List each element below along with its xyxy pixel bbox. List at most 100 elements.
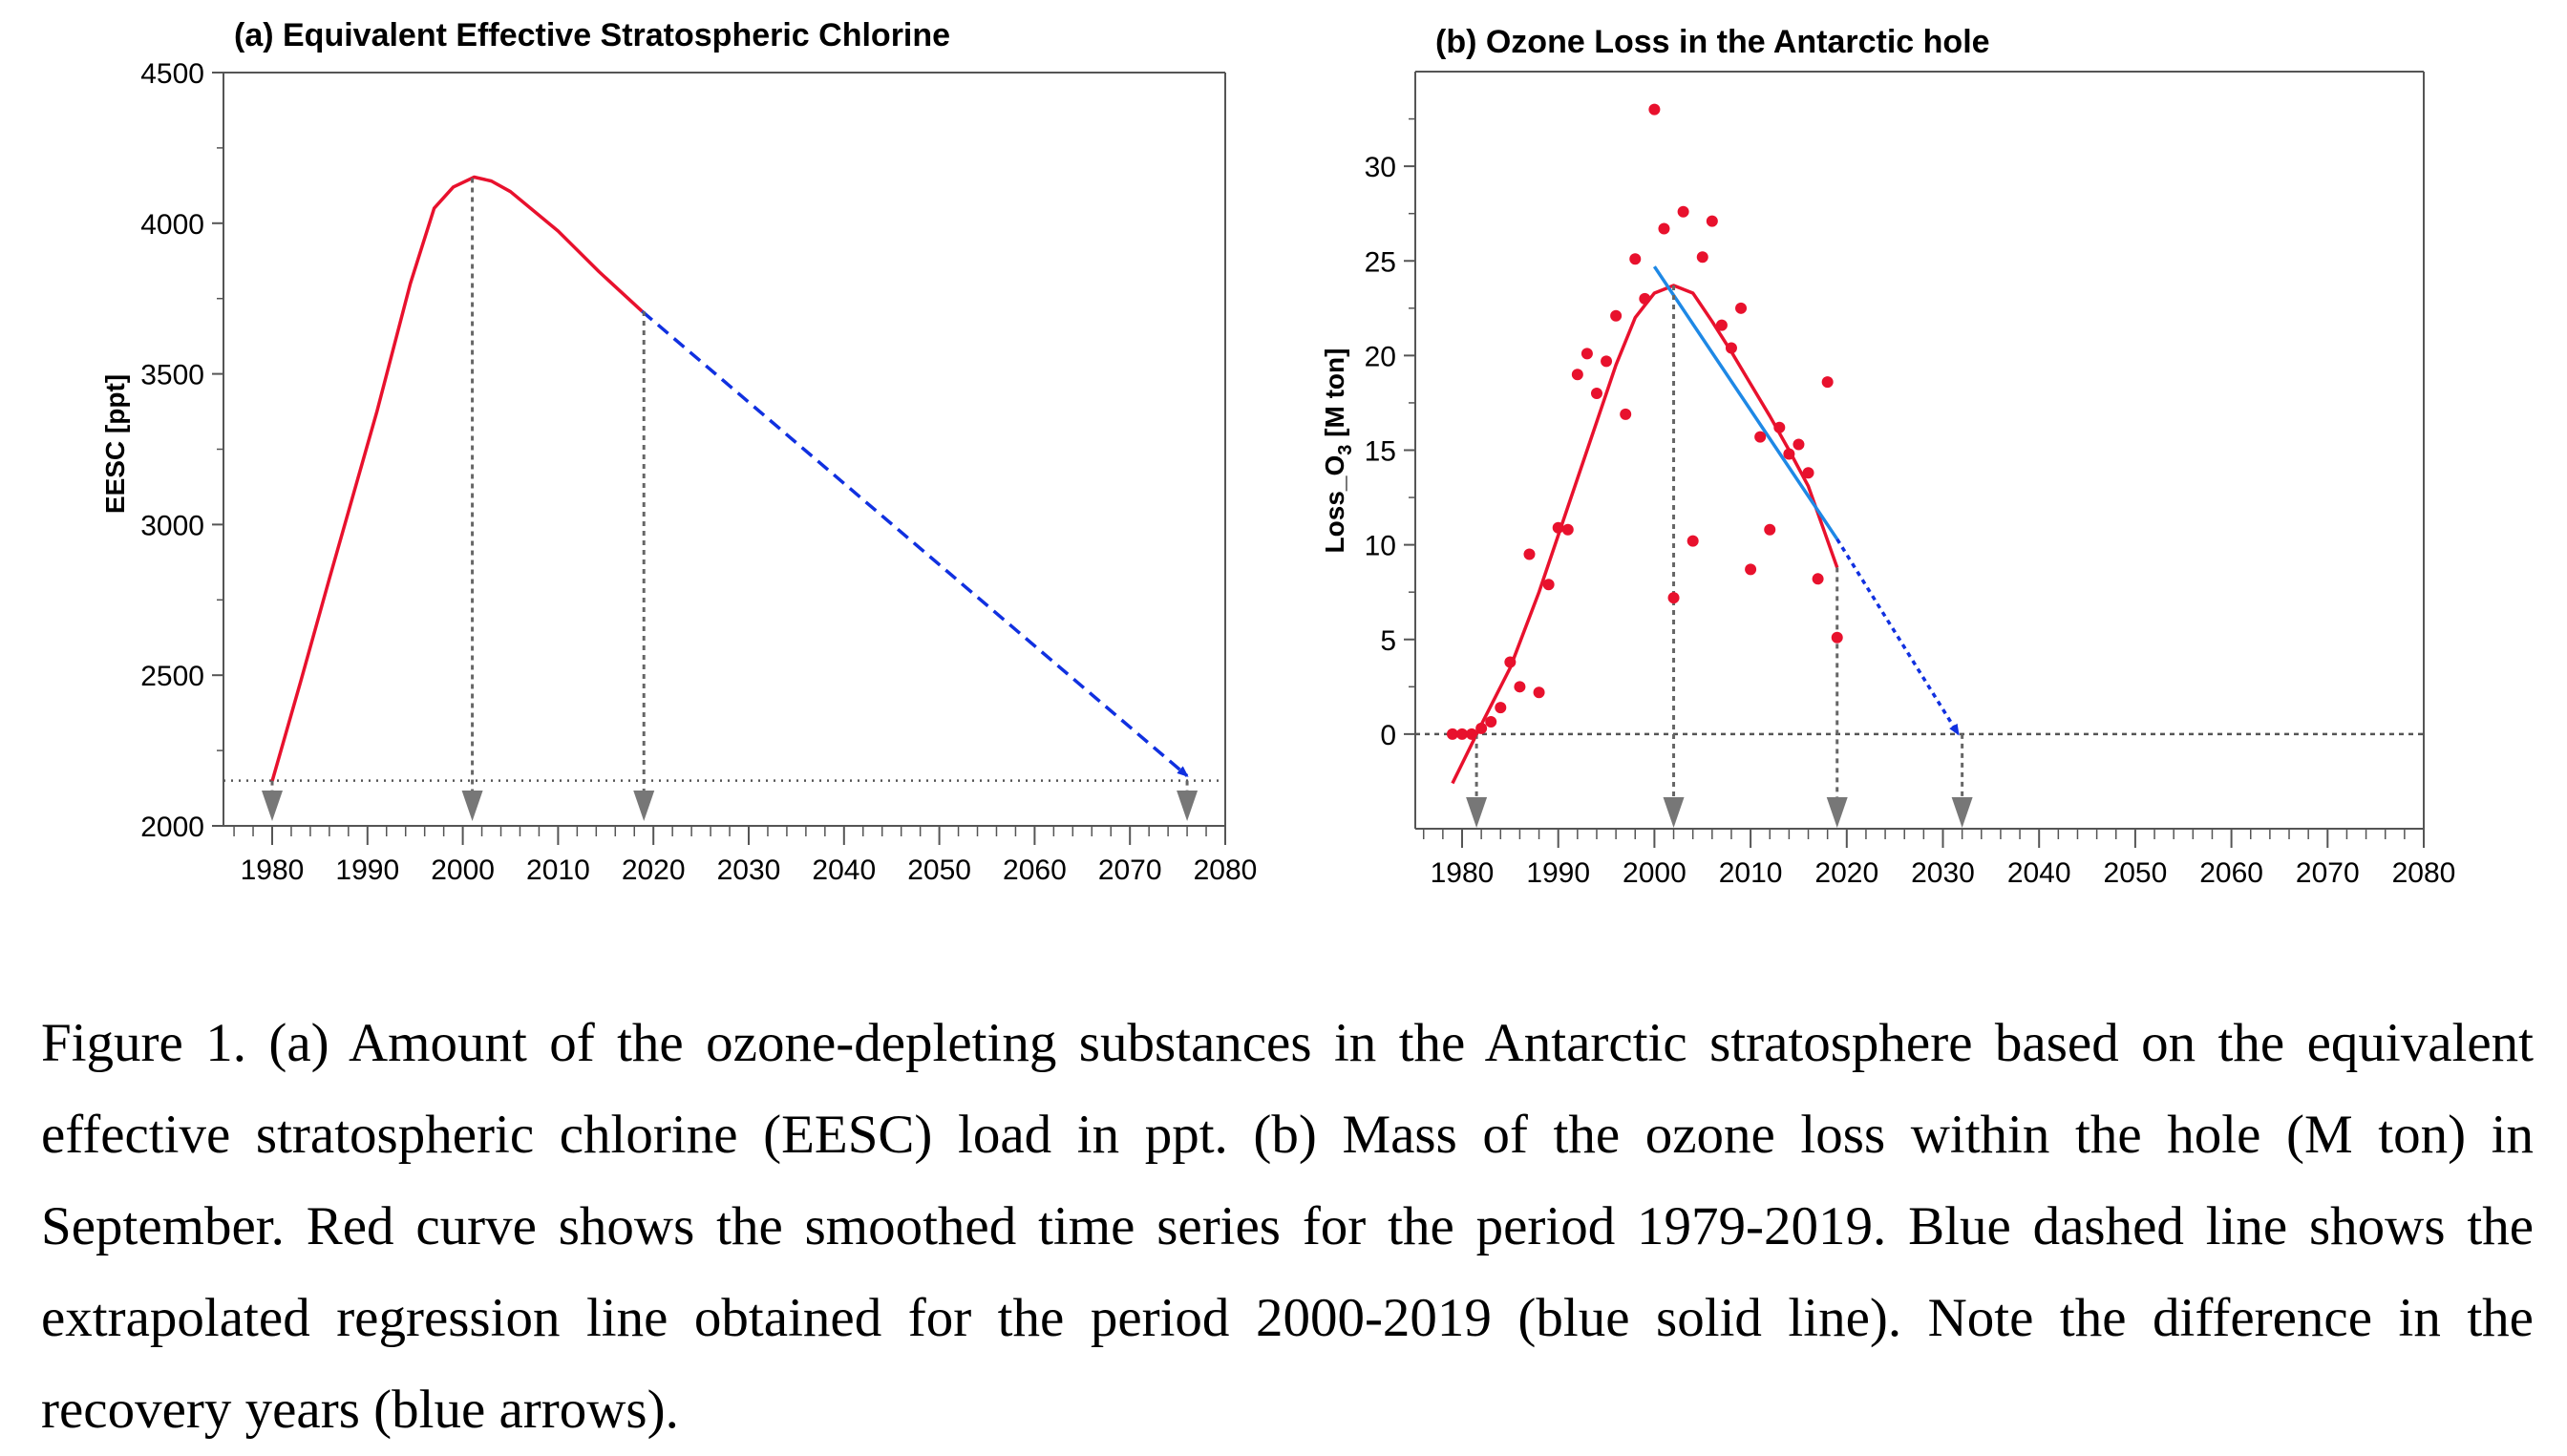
down-arrow-icon (461, 791, 483, 821)
x-tick-label: 1990 (1526, 857, 1590, 889)
y-tick-label: 2500 (140, 661, 204, 692)
data-point (1514, 681, 1526, 693)
data-point (1831, 631, 1843, 644)
y-label-main: Loss_O (1320, 455, 1349, 554)
x-tick-label: 1990 (335, 855, 399, 886)
y-tick-label: 4000 (140, 209, 204, 241)
data-point (1783, 448, 1795, 460)
data-point (1533, 686, 1545, 699)
data-point (1456, 728, 1468, 740)
data-point (1677, 205, 1689, 218)
data-point (1581, 348, 1593, 360)
y-tick-label: 3500 (140, 360, 204, 391)
data-point (1773, 421, 1786, 433)
data-point (1561, 523, 1574, 536)
data-point (1764, 523, 1776, 536)
x-tick-label: 2010 (526, 855, 590, 886)
x-tick-label: 2060 (1003, 855, 1067, 886)
data-point (1745, 563, 1757, 576)
y-tick-label: 2000 (140, 812, 204, 843)
x-tick-label: 2030 (717, 855, 781, 886)
data-point (1658, 222, 1670, 235)
figure-caption: Figure 1. (a) Amount of the ozone-deplet… (41, 1013, 2534, 1440)
y-tick-label: 10 (1365, 531, 1396, 562)
series-line-eesc-extrapolation (641, 309, 1189, 777)
x-tick-label: 2010 (1719, 857, 1783, 889)
figure: (a) Equivalent Effective Stratospheric C… (100, 17, 2455, 889)
down-arrow-icon (1663, 797, 1685, 828)
data-point (1610, 309, 1623, 322)
data-point (1639, 292, 1651, 305)
series-line-smoothed-1979-2019 (1451, 284, 1839, 785)
series-line-regression-2000-2019 (1652, 265, 1839, 540)
down-arrow-icon (1951, 797, 1973, 828)
panel-a-title: (a) Equivalent Effective Stratospheric C… (234, 17, 950, 53)
series-line-eesc (270, 175, 644, 782)
data-point (1446, 728, 1458, 740)
down-arrow-icon (262, 791, 283, 821)
data-point (1475, 722, 1488, 734)
y-tick-label: 4500 (140, 58, 204, 90)
data-point (1648, 103, 1661, 116)
data-point (1629, 253, 1642, 265)
panel-b-title: (b) Ozone Loss in the Antarctic hole (1435, 24, 1990, 60)
data-point (1735, 302, 1748, 314)
data-point (1571, 369, 1583, 381)
data-point (1667, 592, 1680, 604)
series-line-extrapolated-regression (1835, 538, 1961, 736)
x-tick-label: 2000 (1623, 857, 1687, 889)
panel-a-eesc-chart: (a) Equivalent Effective Stratospheric C… (100, 17, 1257, 886)
data-point (1466, 728, 1478, 740)
down-arrow-icon (1177, 791, 1199, 821)
y-tick-label: 25 (1365, 246, 1396, 278)
y-tick-label: 20 (1365, 341, 1396, 372)
down-arrow-icon (633, 791, 655, 821)
data-point (1485, 715, 1497, 728)
data-point (1620, 408, 1632, 420)
data-point (1552, 521, 1564, 534)
data-point (1802, 467, 1814, 479)
data-point (1542, 579, 1555, 591)
down-arrow-icon (1466, 797, 1488, 828)
y-label-tail: [M ton] (1320, 348, 1349, 445)
data-point (1504, 656, 1517, 668)
data-point (1715, 319, 1728, 331)
data-point (1812, 573, 1824, 585)
x-tick-label: 2050 (907, 855, 971, 886)
x-tick-label: 2040 (2007, 857, 2071, 889)
data-point (1725, 342, 1737, 354)
y-tick-label: 0 (1380, 720, 1396, 751)
x-tick-label: 1980 (1431, 857, 1495, 889)
x-tick-label: 2020 (622, 855, 686, 886)
y-tick-label: 30 (1365, 152, 1396, 183)
y-tick-label: 5 (1380, 625, 1396, 657)
x-tick-label: 2040 (812, 855, 876, 886)
data-point (1601, 355, 1613, 368)
y-tick-label: 3000 (140, 510, 204, 541)
down-arrow-icon (1826, 797, 1848, 828)
data-point (1696, 251, 1708, 264)
x-tick-label: 1980 (241, 855, 305, 886)
panel-a-y-label: EESC [ppt] (100, 374, 130, 514)
data-point (1821, 376, 1834, 389)
x-tick-label: 2030 (1911, 857, 1975, 889)
data-point (1793, 438, 1805, 451)
x-tick-label: 2020 (1814, 857, 1878, 889)
x-tick-label: 2050 (2104, 857, 2168, 889)
x-tick-label: 2080 (1194, 855, 1258, 886)
x-tick-label: 2080 (2392, 857, 2456, 889)
data-point (1590, 388, 1602, 400)
data-point (1523, 548, 1536, 560)
panel-b-y-label: Loss_O3 [M ton] (1320, 348, 1356, 554)
y-label-subscript: 3 (1335, 445, 1356, 455)
data-point (1706, 215, 1718, 227)
data-point (1687, 535, 1699, 547)
x-tick-label: 2000 (431, 855, 495, 886)
data-point (1495, 702, 1507, 714)
x-tick-label: 2060 (2199, 857, 2263, 889)
data-point (1754, 431, 1767, 443)
x-tick-label: 2070 (2296, 857, 2360, 889)
x-tick-label: 2070 (1098, 855, 1162, 886)
y-tick-label: 15 (1365, 436, 1396, 468)
panel-b-ozone-loss-chart: (b) Ozone Loss in the Antarctic hole Los… (1320, 24, 2455, 889)
